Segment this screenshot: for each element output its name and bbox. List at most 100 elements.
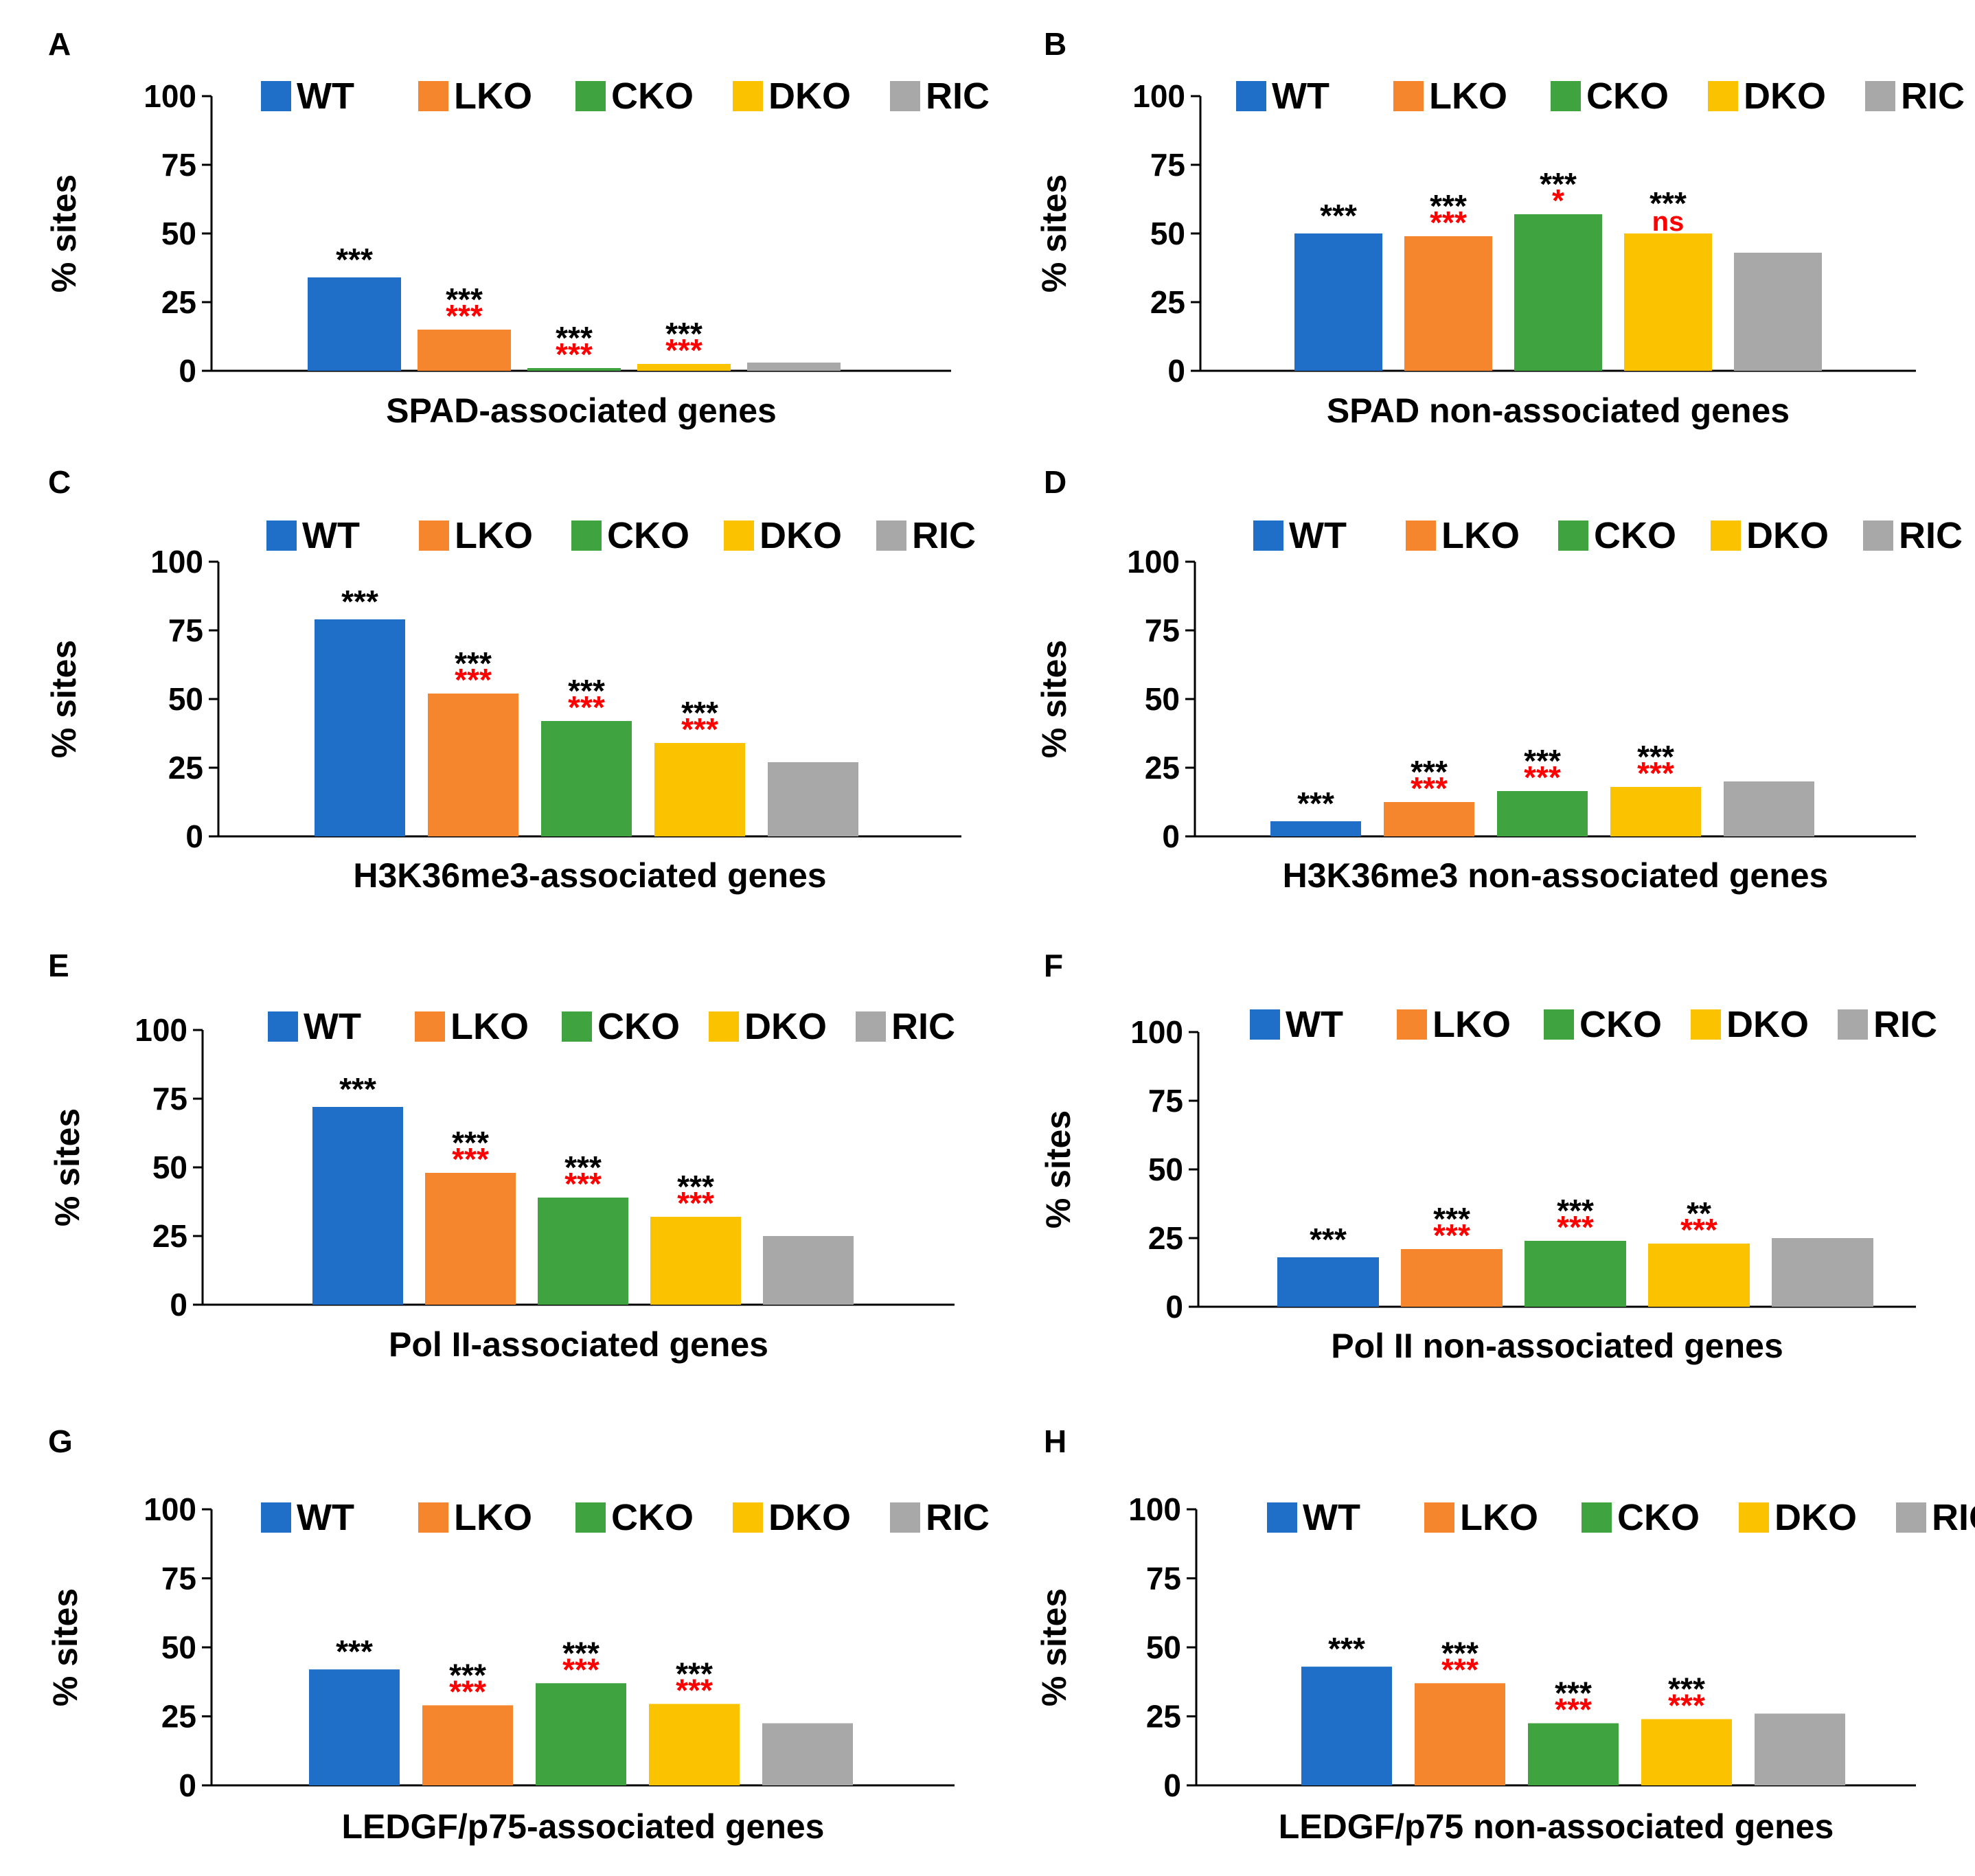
y-tick-label-D: 25 [1145,750,1180,786]
y-axis-label-C: % sites [45,640,83,758]
y-tick-label-C: 50 [168,681,203,717]
panel-letter-D: D [1044,464,1066,500]
sig-vs-ric-G-lko: *** [449,1673,486,1709]
legend-label-E-wt: WT [304,1006,361,1047]
legend-swatch-E-lko [415,1011,445,1042]
y-tick-label-H: 25 [1146,1699,1181,1735]
y-tick-label-E: 0 [170,1287,187,1323]
sig-vs-wt-A-lko: *** [446,282,483,317]
x-axis-label-C: H3K36me3-associated genes [353,856,826,895]
legend-swatch-E-wt [268,1011,298,1042]
legend-label-E-ric: RIC [891,1006,955,1047]
bar-H-dko [1641,1719,1732,1785]
legend-label-B-dko: DKO [1744,76,1826,117]
sig-vs-wt-F-wt: *** [1310,1222,1347,1257]
y-axis-label-E: % sites [48,1108,87,1226]
x-axis-label-G: LEDGF/p75-associated genes [341,1807,824,1846]
y-tick-label-H: 75 [1146,1561,1181,1597]
y-tick-label-A: 100 [144,78,196,114]
sig-vs-ric-C-cko: *** [568,689,605,725]
legend-swatch-D-dko [1711,521,1741,551]
legend-swatch-B-wt [1236,81,1266,111]
y-tick-label-B: 50 [1150,216,1185,251]
legend-swatch-D-wt [1253,521,1283,551]
sig-vs-wt-B-lko: *** [1430,188,1467,224]
sig-vs-wt-F-cko: *** [1557,1193,1594,1228]
sig-vs-wt-G-lko: *** [449,1657,486,1693]
bar-H-ric [1755,1713,1845,1785]
bar-B-ric [1734,253,1822,371]
sig-vs-ric-C-dko: *** [681,711,718,747]
bar-D-cko [1497,791,1588,836]
bar-F-lko [1401,1249,1503,1307]
panel-letter-H: H [1044,1423,1066,1459]
legend-label-F-dko: DKO [1726,1004,1809,1045]
legend-label-C-cko: CKO [607,515,689,556]
bar-H-wt [1301,1667,1392,1785]
bar-G-wt [309,1669,400,1785]
panel-letter-E: E [48,948,69,983]
legend-label-G-lko: LKO [454,1497,532,1538]
sig-vs-ric-G-cko: *** [562,1651,600,1687]
sig-vs-wt-A-dko: *** [665,316,703,352]
sig-vs-wt-A-wt: *** [336,242,373,277]
y-tick-label-F: 25 [1148,1220,1183,1256]
y-tick-label-C: 25 [168,750,203,786]
sig-vs-wt-G-wt: *** [336,1634,373,1669]
sig-vs-ric-H-cko: *** [1555,1692,1592,1728]
legend-swatch-G-cko [575,1502,606,1533]
bar-C-cko [541,721,632,836]
legend-swatch-H-cko [1582,1502,1612,1533]
bar-A-cko [527,368,621,371]
sig-vs-ric-C-lko: *** [455,662,492,698]
bar-G-cko [536,1683,626,1785]
bar-H-cko [1528,1723,1619,1785]
y-tick-label-F: 0 [1165,1289,1183,1325]
sig-vs-wt-C-wt: *** [341,584,378,619]
legend-label-G-wt: WT [297,1497,354,1538]
legend-label-H-dko: DKO [1774,1497,1857,1538]
y-tick-label-A: 50 [161,216,196,251]
y-tick-label-B: 25 [1150,284,1185,320]
legend-label-H-wt: WT [1303,1497,1360,1538]
y-tick-label-E: 100 [135,1012,187,1048]
legend-swatch-A-dko [733,81,763,111]
bar-F-cko [1525,1241,1626,1307]
legend-label-F-cko: CKO [1579,1004,1662,1045]
sig-vs-wt-E-cko: *** [564,1149,602,1185]
legend-swatch-G-ric [890,1502,920,1533]
legend-label-C-ric: RIC [912,515,976,556]
legend-swatch-F-wt [1250,1009,1280,1040]
legend-swatch-A-lko [418,81,448,111]
bar-A-dko [637,364,731,371]
sig-vs-wt-C-dko: *** [681,695,718,731]
y-tick-label-A: 25 [161,284,196,320]
panel-letter-F: F [1044,948,1063,983]
sig-vs-ric-A-cko: *** [556,336,593,372]
y-tick-label-D: 0 [1162,819,1180,854]
legend-label-A-dko: DKO [768,76,851,117]
y-tick-label-E: 75 [152,1081,187,1117]
y-tick-label-B: 100 [1132,78,1185,114]
y-axis-label-A: % sites [45,174,83,293]
legend-label-A-wt: WT [297,76,354,117]
sig-vs-ric-E-lko: *** [452,1141,489,1177]
sig-vs-wt-H-wt: *** [1328,1631,1365,1667]
y-tick-label-G: 25 [161,1699,196,1735]
y-tick-label-F: 100 [1130,1014,1183,1050]
bar-D-wt [1270,821,1361,836]
legend-label-H-cko: CKO [1617,1497,1700,1538]
legend-label-D-ric: RIC [1899,515,1963,556]
legend-label-B-cko: CKO [1586,76,1669,117]
legend-label-F-ric: RIC [1873,1004,1937,1045]
sig-vs-ric-A-dko: *** [665,332,703,368]
legend-label-G-dko: DKO [768,1497,851,1538]
legend-label-F-lko: LKO [1432,1004,1511,1045]
legend-label-F-wt: WT [1286,1004,1343,1045]
sig-vs-wt-H-dko: *** [1668,1671,1705,1707]
sig-vs-wt-E-dko: *** [677,1169,714,1204]
y-tick-label-E: 50 [152,1149,187,1185]
bar-C-dko [654,743,745,836]
bar-D-dko [1610,787,1701,836]
sig-vs-ric-F-lko: *** [1433,1217,1470,1253]
